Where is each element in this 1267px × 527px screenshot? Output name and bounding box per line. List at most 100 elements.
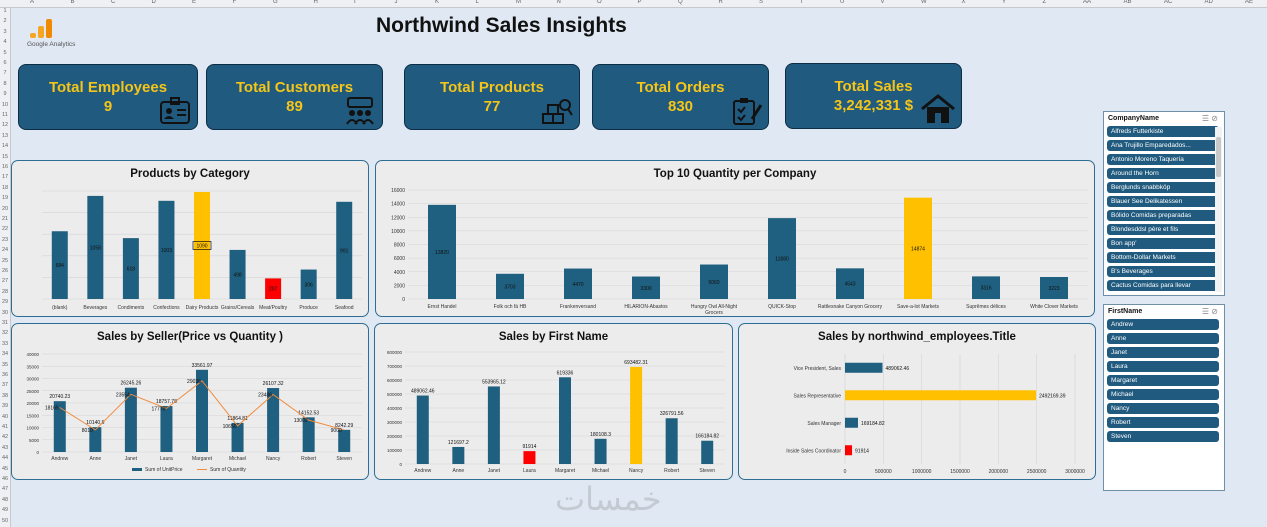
slicer-item[interactable]: Bólido Comidas preparadas [1107, 210, 1219, 221]
row-header[interactable]: 23 [1, 236, 9, 243]
row-header[interactable]: 46 [1, 476, 9, 482]
bar[interactable] [300, 269, 317, 299]
row-header[interactable]: 27 [1, 278, 9, 285]
row-header[interactable]: 12 [1, 122, 9, 129]
row-header[interactable]: 50 [1, 517, 9, 524]
column-header[interactable]: I [354, 0, 356, 5]
row-header[interactable]: 18 [1, 184, 9, 191]
row-header[interactable]: 24 [1, 247, 9, 254]
row-header[interactable]: 9 [3, 91, 7, 98]
row-header[interactable]: 11 [2, 112, 8, 118]
row-header[interactable]: 47 [1, 486, 9, 493]
bar[interactable] [836, 268, 864, 299]
multi-select-icon[interactable]: ☰ ⊘ [1201, 307, 1218, 316]
row-header[interactable]: 38 [1, 392, 9, 399]
bar[interactable] [630, 366, 643, 464]
slicer-item[interactable]: Berglunds snabbköp [1107, 182, 1219, 193]
bar[interactable] [665, 418, 678, 464]
column-header[interactable]: J [394, 0, 398, 5]
row-header[interactable]: 41 [1, 424, 9, 430]
row-header[interactable]: 19 [1, 195, 9, 202]
bar[interactable] [564, 268, 592, 299]
row-header[interactable]: 25 [1, 257, 9, 264]
column-header[interactable]: G [273, 0, 278, 5]
quantity-line[interactable] [59, 380, 345, 431]
row-header[interactable]: 2 [3, 18, 7, 25]
row-header[interactable]: 16 [1, 164, 9, 170]
row-header[interactable]: 22 [1, 226, 9, 233]
column-header[interactable]: K [435, 0, 440, 5]
bar[interactable] [338, 429, 351, 452]
bar[interactable] [416, 395, 429, 464]
row-header[interactable]: 34 [1, 351, 9, 358]
column-header[interactable]: X [961, 0, 966, 5]
bar[interactable] [700, 264, 728, 299]
slicer-item[interactable]: Bon app' [1107, 238, 1219, 249]
row-header[interactable]: 36 [1, 372, 9, 378]
bar[interactable] [89, 427, 102, 452]
column-header[interactable]: B [70, 0, 75, 5]
column-header[interactable]: R [718, 0, 723, 5]
bar[interactable] [265, 278, 282, 299]
bar[interactable] [845, 390, 1037, 401]
bar[interactable] [160, 406, 173, 452]
slicer-item[interactable]: Nancy [1107, 403, 1219, 414]
column-header[interactable]: AA [1083, 0, 1092, 5]
bar[interactable] [51, 231, 68, 299]
row-header[interactable]: 13 [1, 132, 9, 139]
slicer-item[interactable]: B's Beverages [1107, 266, 1219, 277]
bar[interactable] [904, 197, 932, 299]
column-header[interactable]: A [30, 0, 35, 5]
row-header[interactable]: 5 [3, 49, 7, 56]
row-header[interactable]: 7 [3, 70, 7, 77]
multi-select-icon[interactable]: ☰ ⊘ [1201, 114, 1218, 123]
row-header[interactable]: 14 [1, 143, 9, 150]
bar[interactable] [845, 445, 853, 456]
row-header[interactable]: 39 [1, 403, 9, 410]
slicer-item[interactable]: Ana Trujillo Emparedados... [1107, 140, 1219, 151]
column-header[interactable]: V [880, 0, 885, 5]
bar[interactable] [267, 388, 280, 452]
row-header[interactable]: 6 [3, 60, 7, 66]
slicer-item[interactable]: Cactus Comidas para llevar [1107, 280, 1219, 291]
slicer-item[interactable]: Bottom-Dollar Markets [1107, 252, 1219, 263]
column-header[interactable]: E [192, 0, 197, 5]
column-header[interactable]: AB [1123, 0, 1132, 5]
row-header[interactable]: 37 [1, 382, 9, 389]
column-header[interactable]: Q [678, 0, 683, 5]
slicer-item[interactable]: Anne [1107, 333, 1219, 344]
bar[interactable] [972, 276, 1000, 299]
row-header[interactable]: 48 [1, 496, 9, 503]
row-header[interactable]: 40 [1, 413, 9, 420]
row-header[interactable]: 31 [1, 320, 9, 326]
column-header[interactable]: F [232, 0, 237, 5]
row-header[interactable]: 20 [1, 205, 9, 212]
bar[interactable] [594, 438, 607, 464]
column-header[interactable]: C [111, 0, 116, 5]
row-header[interactable]: 30 [1, 309, 9, 316]
bar[interactable] [124, 387, 137, 452]
slicer-item[interactable]: Around the Horn [1107, 168, 1219, 179]
bar[interactable] [194, 191, 210, 299]
slicer-scrollbar[interactable] [1215, 127, 1222, 292]
row-header[interactable]: 45 [1, 465, 9, 472]
column-header[interactable]: W [921, 0, 927, 5]
row-header[interactable]: 15 [1, 153, 9, 160]
slicer-item[interactable]: Michael [1107, 389, 1219, 400]
bar[interactable] [632, 276, 660, 299]
column-header[interactable]: Y [1002, 0, 1007, 5]
column-header[interactable]: U [840, 0, 845, 5]
row-header[interactable]: 28 [1, 288, 9, 295]
bar[interactable] [428, 204, 456, 299]
bar[interactable] [559, 377, 571, 464]
column-header[interactable]: S [759, 0, 764, 5]
row-header[interactable]: 32 [1, 330, 9, 337]
bar[interactable] [452, 446, 465, 464]
column-header[interactable]: P [637, 0, 642, 5]
column-header[interactable]: AC [1164, 0, 1173, 5]
slicer-item[interactable]: Alfreds Futterkiste [1107, 126, 1219, 137]
row-header[interactable]: 17 [1, 174, 9, 181]
column-header[interactable]: AE [1245, 0, 1254, 5]
first-name-slicer[interactable]: FirstName ☰ ⊘ Andrew Anne Janet Laura Margar… [1103, 304, 1225, 491]
slicer-item[interactable]: Blauer See Delikatessen [1107, 196, 1219, 207]
